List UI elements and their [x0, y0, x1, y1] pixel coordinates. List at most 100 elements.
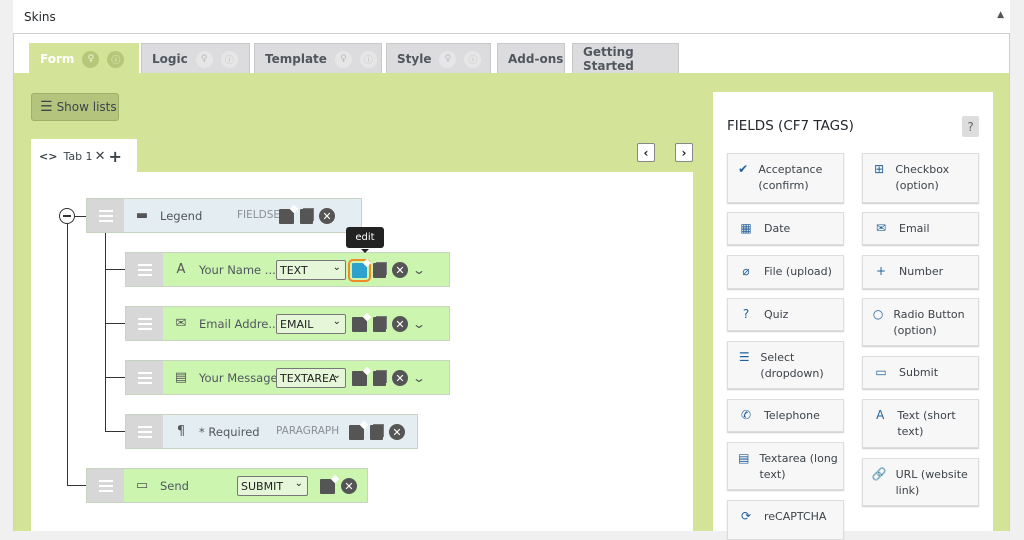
tab-getting-started[interactable]: Getting Started: [572, 43, 679, 74]
edit-icon[interactable]: [352, 316, 367, 332]
copy-icon[interactable]: [300, 208, 313, 224]
edit-icon[interactable]: [349, 424, 364, 440]
add-field-quiz[interactable]: ? Quiz: [727, 298, 844, 331]
delete-icon[interactable]: ✕: [392, 262, 408, 278]
delete-icon[interactable]: ✕: [392, 370, 408, 386]
drag-handle[interactable]: [87, 199, 124, 232]
form-row[interactable]: ▤ Your Message TEXTAREA ⌄ ✕ ⌄: [125, 360, 450, 395]
chevron-down-icon: ⌄: [332, 316, 341, 327]
form-tab-1[interactable]: <> Tab 1 ✕ +: [31, 139, 137, 173]
lightbulb-icon[interactable]: ♀: [195, 50, 213, 68]
check-circle-icon: ✔: [738, 162, 749, 176]
add-field-file[interactable]: ⌀ File (upload): [727, 255, 844, 289]
drag-handle[interactable]: [126, 415, 163, 448]
collapse-arrow-icon[interactable]: ▲: [997, 10, 1004, 20]
delete-icon[interactable]: ✕: [392, 316, 408, 332]
copy-icon[interactable]: [373, 316, 386, 332]
text-icon: A: [876, 408, 885, 422]
field-button-label: reCAPTCHA: [764, 510, 827, 523]
tree-line: [105, 269, 125, 270]
field-type-select[interactable]: TEXT ⌄: [276, 260, 346, 280]
copy-icon[interactable]: [373, 370, 386, 386]
edit-icon[interactable]: [279, 208, 294, 224]
copy-icon[interactable]: [373, 262, 386, 278]
expand-chevron-icon[interactable]: ⌄: [411, 263, 427, 277]
paperclip-icon: ⌀: [742, 264, 750, 278]
prev-tab-button[interactable]: ‹: [637, 143, 655, 162]
tree-line: [105, 377, 125, 378]
add-field-text[interactable]: A Text (short text): [862, 399, 979, 448]
close-tab-icon[interactable]: ✕: [94, 148, 106, 164]
add-field-date[interactable]: ▦ Date: [727, 212, 844, 245]
info-icon[interactable]: ⓘ: [464, 50, 482, 68]
add-field-email[interactable]: ✉ Email: [862, 212, 979, 245]
select-value: SUBMIT: [241, 479, 284, 493]
field-type-label: PARAGRAPH: [276, 425, 340, 437]
field-button-label: Date: [764, 222, 791, 235]
add-field-submit[interactable]: ▭ Submit: [862, 356, 979, 389]
add-field-telephone[interactable]: ✆ Telephone: [727, 399, 844, 432]
show-lists-button[interactable]: ☰ Show lists: [31, 93, 119, 121]
drag-handle[interactable]: [126, 253, 163, 286]
add-field-number[interactable]: + Number: [862, 255, 979, 289]
delete-icon[interactable]: ✕: [319, 208, 335, 224]
edit-icon[interactable]: [352, 370, 367, 386]
edit-icon[interactable]: [348, 258, 371, 282]
field-type-select[interactable]: TEXTAREA ⌄: [276, 368, 346, 388]
lightbulb-icon[interactable]: ♀: [334, 50, 352, 68]
tab-add-ons[interactable]: Add-ons: [497, 43, 565, 74]
collapse-toggle[interactable]: [59, 208, 75, 224]
tab-label: Tab 1: [63, 149, 93, 163]
field-label: Your Name ...: [199, 262, 276, 277]
field-label: Email Addre...: [199, 316, 280, 331]
info-icon[interactable]: ⓘ: [359, 50, 377, 68]
panel-header[interactable]: Skins ▲: [13, 0, 1010, 34]
next-tab-button[interactable]: ›: [675, 143, 693, 162]
refresh-icon: ⟳: [740, 509, 752, 523]
field-button-label: File (upload): [764, 265, 832, 278]
tab-logic[interactable]: Logic ♀ ⓘ: [141, 43, 250, 74]
edit-icon[interactable]: [320, 478, 335, 494]
form-row[interactable]: ✉ Email Addre... EMAIL ⌄ ✕ ⌄: [125, 306, 450, 341]
expand-chevron-icon[interactable]: ⌄: [411, 317, 427, 331]
add-field-acceptance[interactable]: ✔ Acceptance (confirm): [727, 153, 844, 203]
add-field-recaptcha[interactable]: ⟳ reCAPTCHA: [727, 500, 844, 540]
field-label: Send: [160, 478, 189, 493]
add-tab-icon[interactable]: +: [108, 146, 122, 166]
add-field-checkbox[interactable]: ⊞ Checkbox (option): [862, 153, 979, 203]
form-row[interactable]: A Your Name ... TEXT ⌄ ✕ ⌄: [125, 252, 450, 287]
fields-panel-title: FIELDS (CF7 TAGS): [727, 118, 854, 134]
add-field-url[interactable]: 🔗 URL (website link): [862, 458, 979, 506]
info-icon[interactable]: ⓘ: [220, 50, 238, 68]
form-row[interactable]: ▬ Legend FIELDSET ✕: [86, 198, 362, 233]
textarea-icon: ▤: [738, 451, 750, 465]
help-button[interactable]: ?: [962, 116, 979, 137]
tab-label: Form: [40, 52, 75, 66]
drag-handle[interactable]: [126, 307, 163, 340]
delete-icon[interactable]: ✕: [389, 424, 405, 440]
field-type-select[interactable]: SUBMIT ⌄: [237, 476, 308, 496]
tab-label: Add-ons: [508, 52, 564, 66]
form-row[interactable]: ▭ Send SUBMIT ⌄ ✕: [86, 468, 368, 503]
lightbulb-icon[interactable]: ♀: [82, 50, 100, 68]
tree-line: [105, 431, 125, 432]
textarea-icon: ▤: [174, 370, 188, 385]
add-field-radio[interactable]: ○ Radio Button (option): [862, 298, 979, 346]
form-row[interactable]: ¶ * Required PARAGRAPH ✕: [125, 414, 418, 449]
chevron-down-icon: ⌄: [332, 262, 341, 273]
copy-icon[interactable]: [370, 424, 383, 440]
code-icon: <>: [39, 149, 58, 163]
lightbulb-icon[interactable]: ♀: [439, 50, 457, 68]
expand-chevron-icon[interactable]: ⌄: [411, 371, 427, 385]
field-type-select[interactable]: EMAIL ⌄: [276, 314, 346, 334]
add-field-textarea[interactable]: ▤ Textarea (long text): [727, 442, 844, 490]
drag-handle[interactable]: [87, 469, 124, 502]
drag-handle[interactable]: [126, 361, 163, 394]
add-field-select[interactable]: ☰ Select (dropdown): [727, 341, 844, 389]
tab-style[interactable]: Style ♀ ⓘ: [386, 43, 491, 74]
delete-icon[interactable]: ✕: [341, 478, 357, 494]
tab-form[interactable]: Form ♀ ⓘ: [29, 43, 139, 74]
info-icon[interactable]: ⓘ: [107, 50, 125, 68]
tab-template[interactable]: Template ♀ ⓘ: [254, 43, 382, 74]
field-button-label: Radio Button (option): [893, 308, 965, 337]
